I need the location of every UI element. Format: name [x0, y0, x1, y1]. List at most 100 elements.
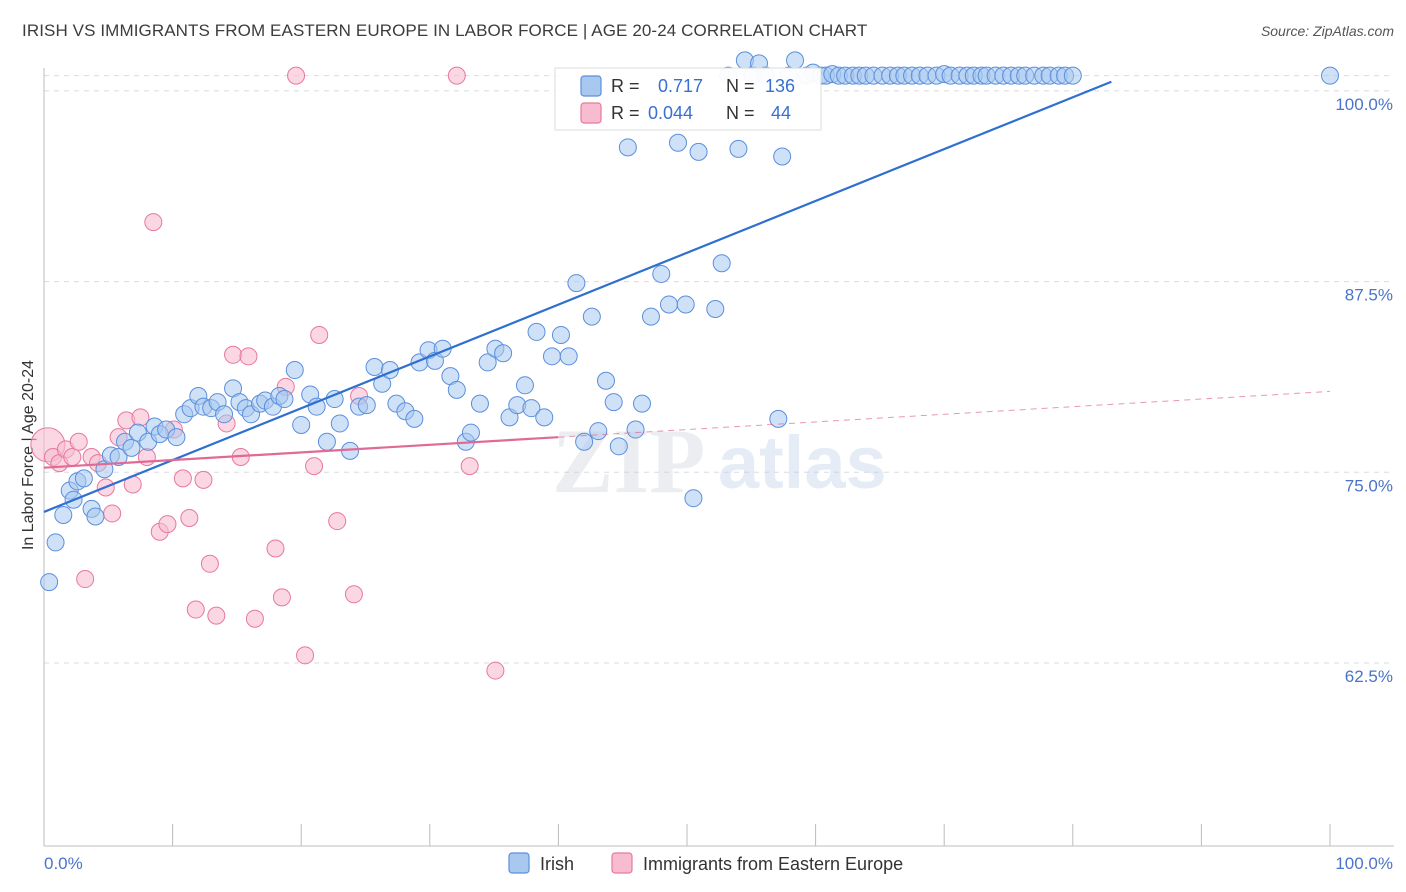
x-tick-label-1: 100.0%	[1335, 854, 1393, 873]
legend-r-value-irish: 0.717	[658, 76, 703, 96]
point-irish	[542, 347, 561, 366]
point-eastern-europe	[460, 457, 479, 476]
point-irish	[559, 347, 578, 366]
point-irish	[689, 142, 708, 161]
point-irish	[275, 390, 294, 409]
point-irish	[773, 147, 792, 166]
point-irish	[551, 325, 570, 344]
point-irish	[652, 264, 671, 283]
trend-line-eastern-europe-extension	[558, 390, 1331, 438]
series-eastern-europe-points	[30, 66, 505, 680]
y-tick-label-2: 87.5%	[1345, 286, 1393, 305]
point-eastern-europe	[69, 432, 88, 451]
point-irish	[626, 420, 645, 439]
point-eastern-europe	[158, 515, 177, 534]
point-irish	[641, 307, 660, 326]
point-irish	[86, 507, 105, 526]
point-eastern-europe	[180, 509, 199, 528]
bottom-legend-irish: Irish	[540, 854, 574, 874]
point-irish	[307, 397, 326, 416]
point-eastern-europe	[447, 66, 466, 85]
y-tick-label-3: 100.0%	[1335, 95, 1393, 114]
point-irish	[461, 423, 480, 442]
trend-lines	[43, 80, 1331, 513]
point-irish	[292, 415, 311, 434]
point-irish	[706, 300, 725, 319]
point-eastern-europe	[173, 469, 192, 488]
point-eastern-europe	[328, 512, 347, 531]
point-irish	[405, 409, 424, 428]
point-eastern-europe	[103, 504, 122, 523]
point-irish	[712, 254, 731, 273]
watermark: ZIP atlas	[552, 410, 887, 512]
point-irish	[167, 428, 186, 447]
point-eastern-europe	[245, 609, 264, 628]
legend-r-label-eastern-europe: R =	[611, 103, 640, 123]
point-irish	[604, 393, 623, 412]
gridlines	[44, 75, 1394, 664]
x-tick-label-0: 0.0%	[44, 854, 83, 873]
point-irish	[46, 533, 65, 552]
point-irish	[215, 405, 234, 424]
point-irish	[522, 399, 541, 418]
point-irish	[668, 133, 687, 152]
point-irish	[609, 437, 628, 456]
watermark-atlas: atlas	[718, 421, 887, 504]
point-eastern-europe	[194, 470, 213, 489]
point-irish	[567, 274, 586, 293]
point-irish	[357, 396, 376, 415]
trend-line-eastern-europe	[43, 436, 559, 469]
point-eastern-europe	[344, 585, 363, 604]
point-irish	[285, 361, 304, 380]
bottom-legend-swatch-irish	[508, 852, 530, 874]
point-eastern-europe	[287, 66, 306, 85]
trend-line-irish	[43, 80, 1112, 513]
legend-n-value-irish: 136	[765, 76, 795, 96]
point-irish	[527, 322, 546, 341]
legend-n-value-eastern-europe: 44	[771, 103, 791, 123]
point-irish	[74, 469, 93, 488]
x-tick-labels: 0.0% 100.0%	[44, 854, 1393, 873]
point-irish	[470, 394, 489, 413]
bottom-legend: Irish Immigrants from Eastern Europe	[508, 852, 903, 874]
point-irish	[1321, 66, 1339, 85]
point-eastern-europe	[144, 213, 163, 232]
point-irish	[330, 414, 349, 433]
point-irish	[632, 394, 651, 413]
point-eastern-europe	[310, 325, 329, 344]
point-irish	[535, 408, 554, 427]
legend-r-value-eastern-europe: 0.044	[648, 103, 693, 123]
point-irish	[596, 371, 615, 390]
point-irish	[769, 409, 788, 428]
point-irish	[659, 295, 678, 314]
point-irish	[589, 422, 608, 441]
y-tick-label-1: 75.0%	[1345, 476, 1393, 495]
y-axis-label: In Labor Force | Age 20-24	[20, 360, 37, 550]
y-tick-label-0: 62.5%	[1345, 667, 1393, 686]
series-irish-points	[40, 51, 1339, 592]
point-irish	[40, 573, 59, 592]
point-irish	[317, 432, 336, 451]
legend-n-label-irish: N =	[726, 76, 755, 96]
point-eastern-europe	[305, 457, 324, 476]
point-irish	[515, 376, 534, 395]
source-label: Source: ZipAtlas.com	[1260, 23, 1394, 39]
point-eastern-europe	[296, 646, 315, 665]
point-eastern-europe	[63, 448, 82, 466]
chart-title: IRISH VS IMMIGRANTS FROM EASTERN EUROPE …	[22, 21, 868, 40]
point-irish	[109, 448, 128, 466]
point-eastern-europe	[207, 606, 226, 625]
point-eastern-europe	[486, 661, 505, 680]
point-irish	[582, 307, 601, 326]
legend-n-label-eastern-europe: N =	[726, 103, 755, 123]
point-irish	[54, 505, 73, 524]
point-irish	[676, 295, 695, 314]
point-eastern-europe	[224, 345, 243, 364]
legend-r-label-irish: R =	[611, 76, 640, 96]
bottom-legend-eastern-europe: Immigrants from Eastern Europe	[643, 854, 903, 874]
point-irish	[478, 353, 497, 372]
y-tick-labels: 62.5% 75.0% 87.5% 100.0%	[1335, 95, 1393, 686]
bottom-legend-swatch-eastern-europe	[611, 852, 633, 874]
point-eastern-europe	[266, 539, 285, 558]
